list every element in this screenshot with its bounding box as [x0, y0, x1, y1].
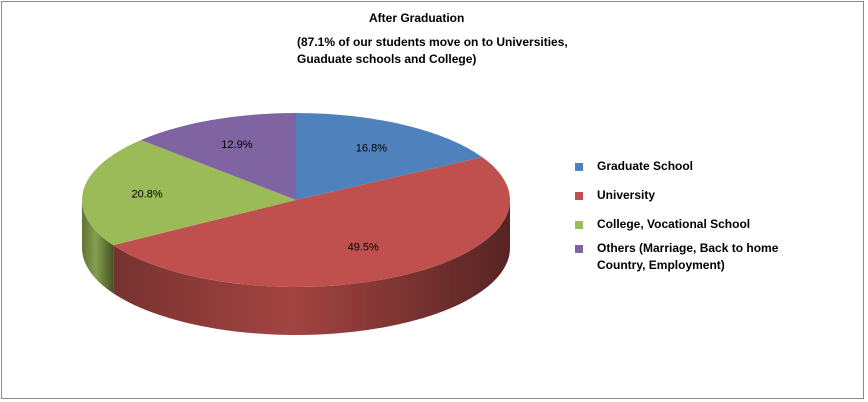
data-label-college-vocational-schoo: 20.8% [131, 189, 162, 201]
pie-side-university [113, 200, 510, 335]
pie-sides [82, 200, 510, 335]
pie-slice-graduate-school [296, 113, 483, 200]
legend-swatch-university [575, 192, 583, 200]
pie-side-college-vocational-schoo [82, 200, 114, 294]
legend-label-others: Others (Marriage, Back to home Country, … [597, 240, 778, 274]
chart-subtitle-line-2: Guaduate schools and College) [297, 52, 477, 66]
legend-label-others-line-2: Country, Employment) [597, 258, 725, 272]
legend-label-others-line-1: Others (Marriage, Back to home [597, 241, 779, 255]
pie-labels: 16.8% 49.5% 20.8% 12.9% [131, 139, 387, 254]
legend-swatch-college [575, 221, 583, 229]
pie-slice-university [113, 157, 510, 287]
pie-slice-others-marriage-back-to- [140, 113, 296, 200]
legend-label-college: College, Vocational School [597, 217, 751, 231]
legend-swatch-others [575, 245, 583, 253]
chart-subtitle: (87.1% of our students move on to Univer… [297, 34, 568, 68]
legend-label-university: University [597, 188, 656, 202]
chart-title: After Graduation [369, 11, 465, 25]
pie-top [82, 113, 510, 287]
legend-label-graduate-school: Graduate School [597, 159, 694, 173]
data-label-university: 49.5% [348, 242, 379, 254]
data-label-others-marriage-back-to-: 12.9% [221, 139, 252, 151]
pie-slice-college-vocational-schoo [82, 140, 297, 246]
data-label-graduate-school: 16.8% [356, 142, 387, 154]
chart-subtitle-line-1: (87.1% of our students move on to Univer… [297, 35, 568, 49]
legend-swatch-graduate-school [575, 163, 583, 171]
